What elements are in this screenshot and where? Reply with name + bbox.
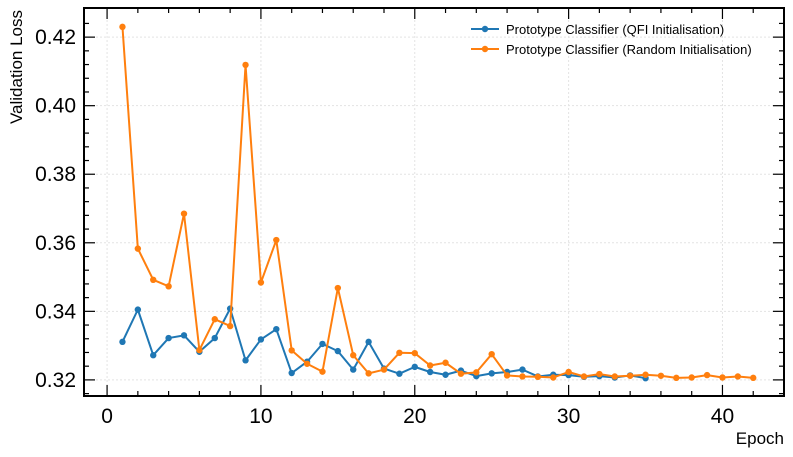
- series-1-point: [365, 338, 372, 346]
- legend-label-2: Prototype Classifier (Random Initialisat…: [506, 42, 752, 57]
- series-2-point: [411, 349, 418, 357]
- x-tick-label: 10: [249, 405, 272, 428]
- series-2-point: [473, 369, 480, 376]
- series-1-point: [180, 332, 188, 339]
- grid-lines: [84, 8, 784, 396]
- series-2-point: [488, 350, 495, 358]
- series-2-point: [257, 279, 265, 286]
- x-tick-label: 20: [403, 405, 426, 428]
- series-1-point: [396, 370, 403, 377]
- x-tick-label: 0: [101, 405, 113, 428]
- series-2-point: [580, 373, 588, 380]
- series-1-point: [211, 334, 218, 342]
- legend-marker-1: [481, 25, 489, 33]
- axis-ticks: [84, 8, 784, 396]
- legend-label-1: Prototype Classifier (QFI Initialisation…: [506, 22, 724, 37]
- series-1-point: [442, 371, 449, 378]
- x-tick-label: 30: [557, 405, 580, 428]
- series-1-point: [334, 347, 342, 355]
- series-2-point: [657, 372, 665, 379]
- series-1-point: [257, 336, 265, 343]
- y-tick-label: 0.34: [35, 300, 76, 323]
- series-1-point: [411, 363, 418, 371]
- series-1-point: [165, 334, 172, 342]
- y-tick-label: 0.40: [35, 95, 76, 118]
- series-2-point: [688, 374, 695, 381]
- legend-marker-2: [481, 45, 489, 53]
- series-2-point: [319, 368, 326, 375]
- series-2-point: [503, 372, 511, 379]
- series-2-point: [703, 371, 711, 379]
- series-2-point: [519, 373, 526, 380]
- series-2-point: [534, 373, 542, 381]
- series-2-point: [734, 373, 742, 380]
- series-1-point: [519, 366, 526, 373]
- series-1-point: [288, 369, 295, 377]
- series-2-point: [119, 23, 126, 31]
- series-2-point: [457, 370, 465, 377]
- series-2-point: [211, 316, 218, 323]
- series-2-point: [442, 359, 449, 366]
- series-2-point: [642, 371, 649, 378]
- series-2-point: [165, 283, 172, 290]
- series-1-point: [350, 366, 357, 373]
- y-tick-label: 0.42: [35, 26, 76, 49]
- series-2-point: [242, 61, 249, 69]
- series-2-point: [750, 374, 757, 382]
- y-tick-label: 0.32: [35, 369, 76, 392]
- series-2-point: [350, 352, 357, 359]
- series-2-point: [288, 347, 295, 354]
- series-1-point: [426, 368, 434, 376]
- series-2-point: [719, 374, 726, 381]
- series-2-point: [365, 370, 372, 377]
- series-1-point: [150, 352, 157, 359]
- series-2-point: [334, 284, 342, 292]
- series-1-point: [134, 306, 142, 313]
- series-1-point: [319, 340, 326, 348]
- series-2-point: [611, 373, 618, 380]
- series-layer: [119, 23, 757, 382]
- y-tick-label: 0.36: [35, 232, 76, 255]
- x-axis-title: Epoch: [736, 429, 784, 448]
- series-2-point: [273, 236, 280, 244]
- series-2-point: [396, 349, 403, 357]
- legend: Prototype Classifier (QFI Initialisation…: [471, 22, 752, 57]
- series-1-point: [119, 338, 126, 346]
- y-tick-label: 0.38: [35, 163, 76, 186]
- series-2-point: [380, 366, 388, 373]
- series-1-point: [488, 370, 495, 377]
- series-2-point: [150, 276, 157, 284]
- series-2-point: [134, 245, 142, 252]
- series-2-point: [303, 360, 311, 367]
- series-2-point: [565, 368, 572, 376]
- series-2-point: [196, 346, 203, 354]
- series-1-point: [242, 357, 249, 364]
- series-2-point: [550, 374, 557, 381]
- axis-tick-labels: 0 10 20 30 40 0.32 0.34 0.36 0.38 0.40 0.42: [35, 26, 734, 428]
- series-2-point: [673, 374, 680, 382]
- y-axis-title: Validation Loss: [7, 10, 26, 124]
- x-tick-label: 40: [711, 405, 734, 428]
- series-1-point: [273, 325, 280, 333]
- series-2-point: [426, 362, 434, 369]
- series-2-point: [626, 372, 634, 379]
- series-2-point: [180, 210, 188, 217]
- series-2-point: [226, 322, 234, 330]
- series-2-point: [596, 370, 603, 378]
